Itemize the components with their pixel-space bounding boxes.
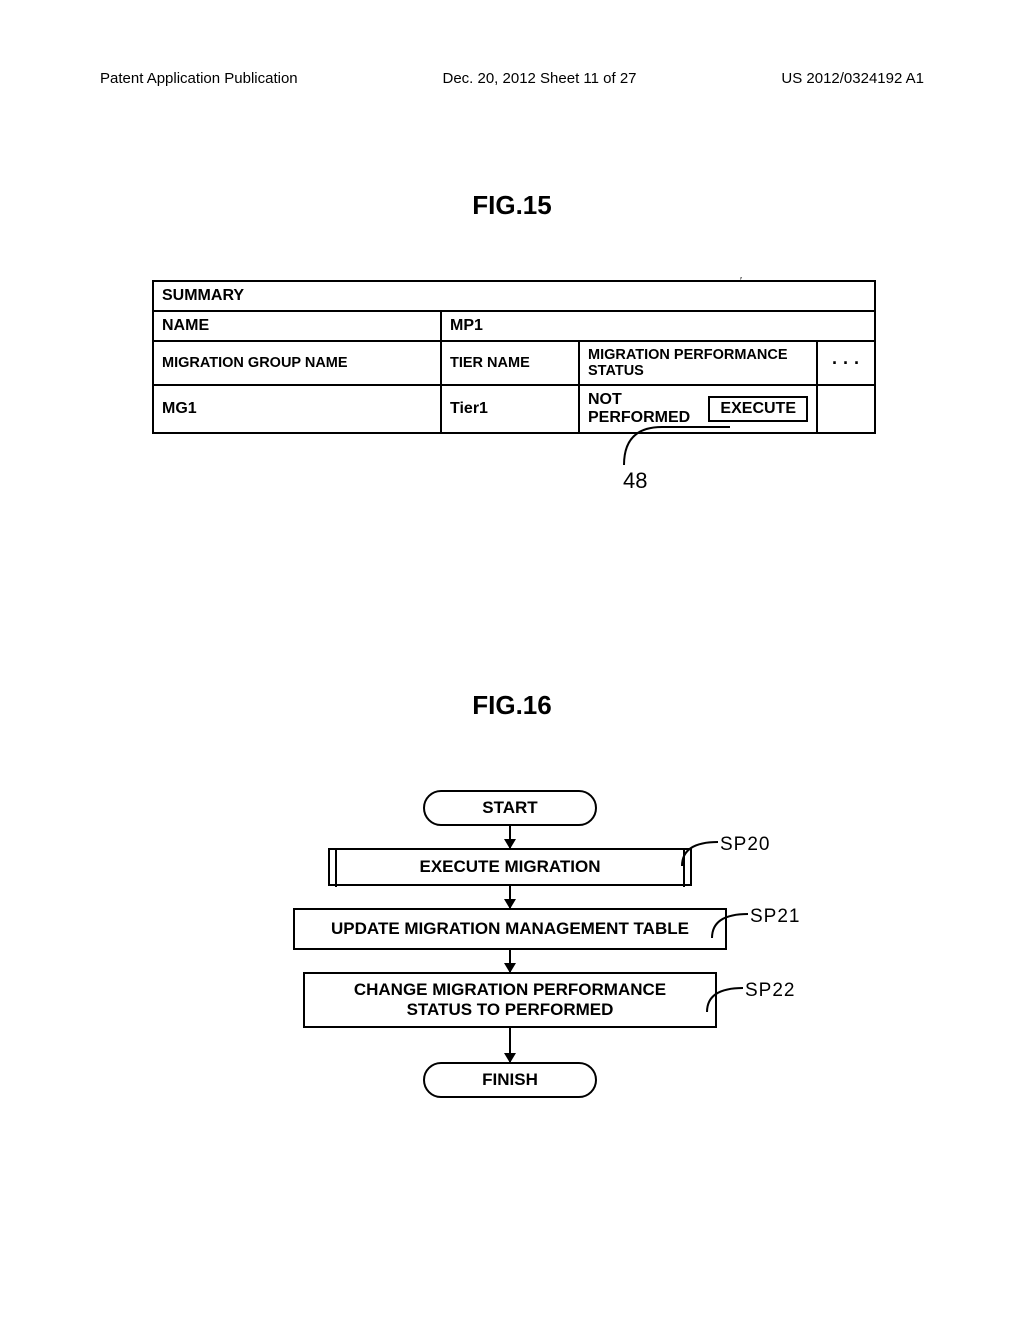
header-middle: Dec. 20, 2012 Sheet 11 of 27 xyxy=(442,70,636,87)
flow-step-1: EXECUTE MIGRATION xyxy=(328,848,692,886)
arrow-4 xyxy=(509,1028,512,1062)
flow-step-2: UPDATE MIGRATION MANAGEMENT TABLE xyxy=(293,908,727,950)
flow-step-3-line2: STATUS TO PERFORMED xyxy=(305,1000,715,1020)
patent-header: Patent Application Publication Dec. 20, … xyxy=(100,70,924,87)
callout-48-label: 48 xyxy=(623,468,647,494)
figure-16-title: FIG.16 xyxy=(472,690,551,721)
summary-table: SUMMARY NAME MP1 MIGRATION GROUP NAME TI… xyxy=(152,280,876,434)
summary-header: SUMMARY xyxy=(154,282,874,310)
figure-15-title: FIG.15 xyxy=(472,190,551,221)
col-migration-status: MIGRATION PERFORMANCE STATUS xyxy=(580,342,818,384)
col-tier-name: TIER NAME xyxy=(442,342,580,384)
header-left: Patent Application Publication xyxy=(100,70,298,87)
sp21-label: SP21 xyxy=(750,906,800,928)
sp22-connector xyxy=(705,984,745,1014)
cell-more xyxy=(818,386,874,432)
execute-button[interactable]: EXECUTE xyxy=(708,396,808,422)
arrow-2 xyxy=(509,886,512,908)
flow-step-3: CHANGE MIGRATION PERFORMANCE STATUS TO P… xyxy=(303,972,717,1028)
header-right: US 2012/0324192 A1 xyxy=(781,70,924,87)
cell-tier: Tier1 xyxy=(442,386,580,432)
flow-finish: FINISH xyxy=(423,1062,597,1098)
name-label: NAME xyxy=(154,312,442,340)
sp21-connector xyxy=(710,910,750,940)
sp20-connector xyxy=(680,838,720,868)
cell-group: MG1 xyxy=(154,386,442,432)
arrow-1 xyxy=(509,826,512,848)
flowchart: START EXECUTE MIGRATION UPDATE MIGRATION… xyxy=(250,790,770,1098)
arrow-3 xyxy=(509,950,512,972)
sp20-label: SP20 xyxy=(720,834,770,856)
callout-48-connector xyxy=(592,425,732,475)
name-value: MP1 xyxy=(442,312,874,340)
sp22-label: SP22 xyxy=(745,980,795,1002)
col-migration-group: MIGRATION GROUP NAME xyxy=(154,342,442,384)
cell-status: NOT PERFORMED xyxy=(588,391,696,427)
page: Patent Application Publication Dec. 20, … xyxy=(0,0,1024,1320)
flow-start: START xyxy=(423,790,597,826)
col-more: · · · xyxy=(818,342,874,384)
flow-step-3-line1: CHANGE MIGRATION PERFORMANCE xyxy=(305,980,715,1000)
